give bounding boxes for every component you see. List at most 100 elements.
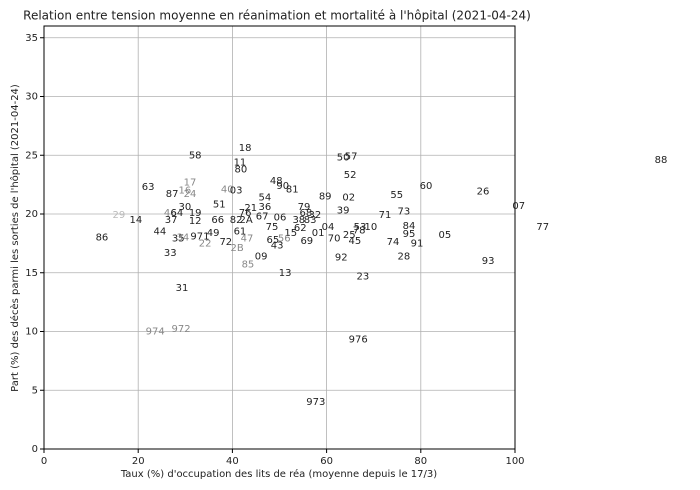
plot-frame (43, 25, 516, 450)
point-label: 30 (178, 202, 191, 213)
point-label: 973 (306, 397, 325, 408)
point-label: 19 (189, 208, 202, 219)
point-label: 16 (178, 186, 191, 197)
x-tick-label: 40 (226, 456, 239, 467)
point-label: 13 (279, 268, 292, 279)
point-label: 73 (397, 207, 410, 218)
point-label: 62 (294, 223, 307, 234)
point-label: 52 (344, 170, 357, 181)
point-label: 24 (184, 189, 197, 200)
point-label: 11 (234, 157, 247, 168)
point-label: 02 (342, 193, 355, 204)
point-label: 15 (284, 228, 297, 239)
point-label: 2B (230, 243, 243, 254)
point-label: 61 (234, 227, 247, 238)
point-label: 33 (164, 248, 177, 259)
point-label: 89 (319, 191, 332, 202)
point-label: 86 (96, 233, 109, 244)
point-label: 21 (244, 203, 257, 214)
point-label: 44 (153, 227, 166, 238)
x-tick-label: 60 (320, 456, 333, 467)
point-label: 38 (292, 215, 305, 226)
point-label: 93 (482, 256, 495, 267)
point-label: 77 (536, 222, 549, 233)
point-label: 83 (304, 215, 317, 226)
point-label: 58 (189, 150, 202, 161)
point-label: 28 (397, 251, 410, 262)
point-label: 10 (365, 222, 378, 233)
point-label: 78 (353, 225, 366, 236)
point-label: 23 (356, 271, 369, 282)
point-label: 35 (172, 234, 185, 245)
point-label: 06 (274, 213, 287, 224)
point-label: 56 (278, 234, 291, 245)
point-label: 974 (146, 327, 165, 338)
point-label: 22 (199, 238, 212, 249)
point-label: 37 (165, 215, 178, 226)
point-label: 80 (235, 164, 248, 175)
point-label: 39 (337, 205, 350, 216)
point-label: 2A (239, 215, 252, 226)
x-axis-label: Taux (%) d'occupation des lits de réa (m… (120, 468, 437, 480)
point-label: 64 (170, 208, 183, 219)
point-label: 14 (129, 215, 142, 226)
point-label: 82 (230, 215, 243, 226)
point-label: 74 (387, 237, 400, 248)
point-label: 48 (270, 176, 283, 187)
point-label: 43 (271, 241, 284, 252)
point-label: 26 (477, 187, 490, 198)
point-label: 81 (286, 184, 299, 195)
point-label: 71 (379, 210, 392, 221)
point-label: 976 (349, 335, 368, 346)
y-tick-label: 35 (25, 33, 38, 44)
point-label: 972 (172, 324, 191, 335)
y-axis-label: Part (%) des décès parmi les sorties de … (9, 84, 21, 392)
y-tick-label: 10 (25, 327, 38, 338)
point-label: 49 (207, 228, 220, 239)
point-label: 88 (655, 155, 668, 166)
point-label: 18 (239, 143, 252, 154)
y-tick-label: 15 (25, 268, 38, 279)
point-label: 72 (219, 237, 232, 248)
point-label: 95 (403, 229, 416, 240)
point-label: 69 (300, 236, 313, 247)
point-label: 53 (354, 222, 367, 233)
point-label: 65 (267, 235, 280, 246)
point-label: 46 (164, 208, 177, 219)
point-label: 70 (328, 234, 341, 245)
x-tick-label: 20 (132, 456, 145, 467)
point-label: 51 (213, 200, 226, 211)
point-label: 03 (230, 186, 243, 197)
y-tick-label: 30 (25, 92, 38, 103)
y-tick-label: 20 (25, 209, 38, 220)
point-label: 47 (241, 234, 254, 245)
point-label: 17 (184, 177, 197, 188)
point-label: 85 (242, 260, 255, 271)
y-tick-label: 5 (32, 385, 38, 396)
chart-title: Relation entre tension moyenne en réanim… (23, 9, 531, 23)
point-label: 34 (177, 233, 190, 244)
point-label: 90 (276, 181, 289, 192)
point-label: 36 (259, 202, 272, 213)
point-label: 68 (300, 208, 313, 219)
point-label: 54 (259, 193, 272, 204)
point-label: 45 (348, 236, 361, 247)
point-label: 55 (390, 190, 403, 201)
point-label: 09 (255, 251, 268, 262)
point-label: 79 (298, 202, 311, 213)
y-tick-label: 25 (25, 150, 38, 161)
point-label: 31 (176, 283, 189, 294)
point-label: 63 (142, 182, 155, 193)
point-label: 76 (239, 208, 252, 219)
point-label: 05 (438, 230, 451, 241)
point-label: 57 (345, 151, 358, 162)
point-label: 40 (221, 184, 234, 195)
point-label: 07 (512, 201, 525, 212)
point-label: 50 (337, 153, 350, 164)
point-label: 01 (312, 228, 325, 239)
point-label: 66 (211, 215, 224, 226)
point-label: 67 (256, 211, 269, 222)
point-label: 87 (166, 189, 179, 200)
point-label: 84 (403, 221, 416, 232)
